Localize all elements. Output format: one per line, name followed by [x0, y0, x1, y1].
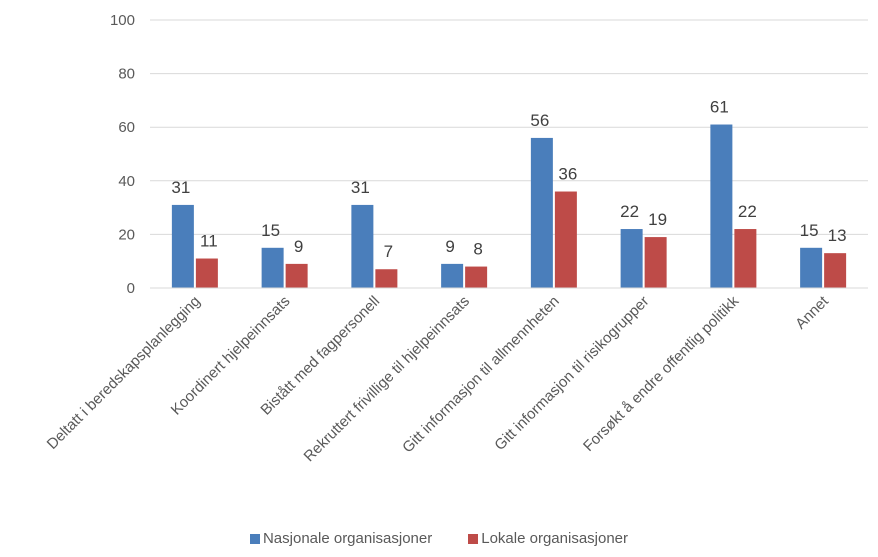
data-label: 19: [648, 210, 667, 229]
data-label: 8: [473, 240, 482, 259]
bars: [171, 124, 847, 289]
data-label: 31: [351, 178, 370, 197]
data-label: 13: [828, 226, 847, 245]
x-category-label: Gitt informasjon til risikogrupper: [491, 293, 652, 454]
bar: [465, 266, 488, 288]
bar: [285, 263, 308, 288]
bar: [824, 253, 847, 288]
legend-swatch-local: [468, 533, 479, 544]
legend-item-national: Nasjonale organisasjoner: [249, 530, 433, 547]
x-category-label: Forsøkt å endre offentlig politikk: [580, 292, 743, 455]
x-category-label: Gitt informasjon til allmennheten: [399, 293, 563, 457]
bar: [644, 237, 667, 288]
bar: [351, 204, 374, 288]
data-label: 15: [261, 221, 280, 240]
category-labels: Deltatt i beredskapsplanleggingKoordiner…: [44, 292, 833, 465]
bar: [710, 124, 733, 289]
data-label: 22: [620, 202, 639, 221]
y-tick-label: 20: [118, 226, 135, 243]
data-label: 61: [710, 98, 729, 117]
data-label: 36: [558, 165, 577, 184]
y-tick-label: 0: [127, 280, 135, 297]
bar: [620, 229, 643, 288]
bar: [171, 204, 194, 288]
legend-swatch-national: [249, 533, 260, 544]
y-axis-ticks: 0 20 40 60 80 100: [110, 12, 135, 297]
bar: [530, 137, 553, 288]
bar: [734, 229, 757, 288]
y-tick-label: 80: [118, 66, 135, 83]
data-label: 56: [530, 111, 549, 130]
bar: [261, 247, 284, 288]
bar: [441, 263, 464, 288]
gridlines: [150, 19, 868, 235]
x-category-label: Annet: [792, 292, 832, 332]
bar: [375, 269, 398, 288]
data-label: 31: [171, 178, 190, 197]
legend-label-local: Lokale organisasjoner: [481, 530, 629, 547]
legend-label-national: Nasjonale organisasjoner: [262, 530, 433, 547]
bar: [554, 191, 577, 288]
y-tick-label: 40: [118, 173, 135, 190]
y-tick-label: 60: [118, 119, 135, 136]
legend: Nasjonale organisasjoner Lokale organisa…: [0, 530, 878, 547]
data-label: 15: [800, 221, 819, 240]
x-category-label: Rekruttert frivillige til hjelpeinnsats: [301, 293, 473, 465]
bar: [195, 258, 218, 288]
data-label: 11: [200, 232, 218, 251]
data-label: 9: [294, 237, 303, 256]
legend-item-local: Lokale organisasjoner: [468, 530, 628, 547]
data-label: 22: [738, 202, 757, 221]
data-label: 7: [384, 242, 393, 261]
y-tick-label: 100: [110, 12, 135, 29]
x-category-label: Deltatt i beredskapsplanlegging: [44, 293, 204, 453]
data-label: 9: [445, 237, 454, 256]
bar: [800, 247, 823, 288]
